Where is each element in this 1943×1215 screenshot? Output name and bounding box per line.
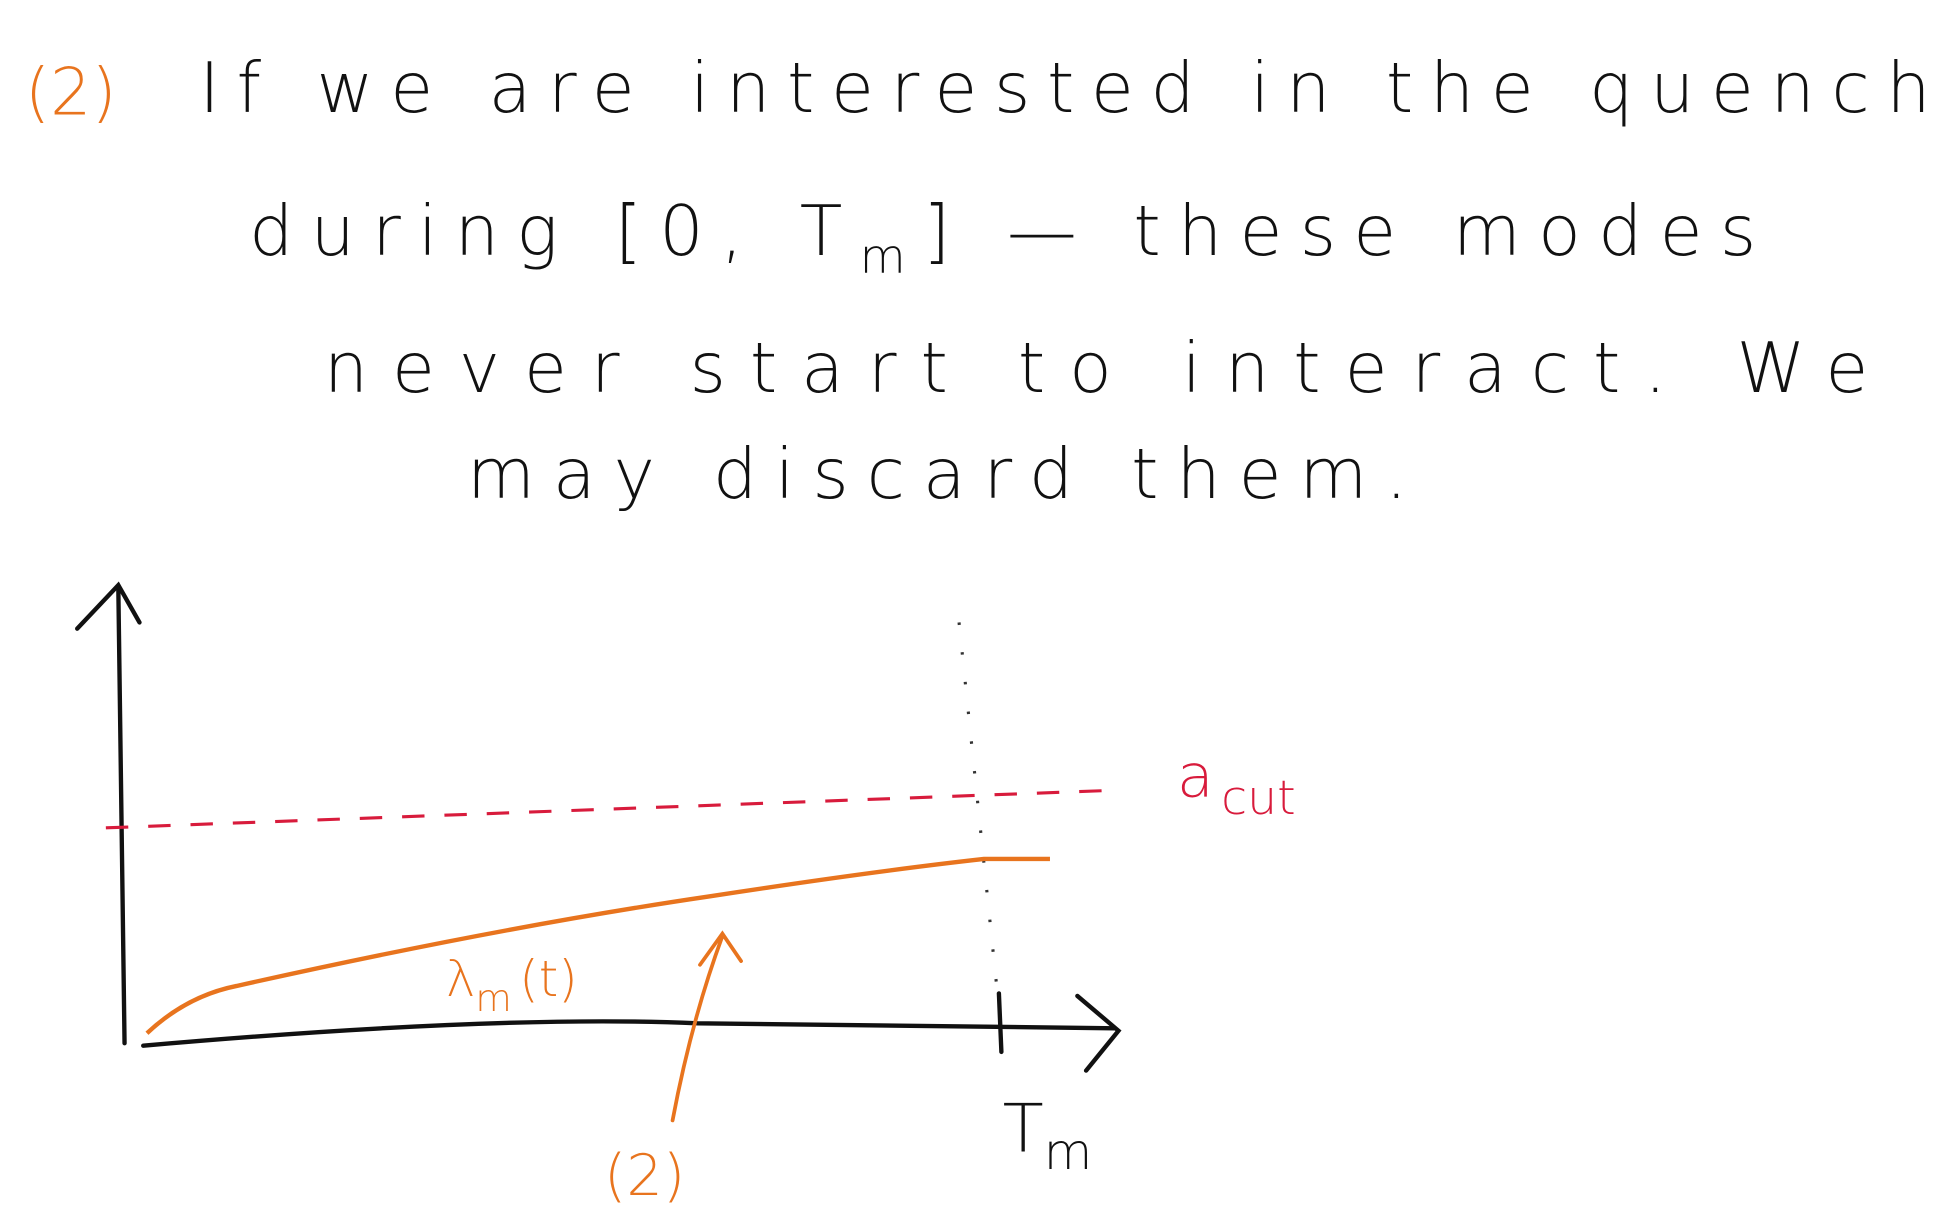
subscript: m bbox=[475, 976, 511, 1020]
label-main: a bbox=[1177, 743, 1214, 812]
note-line: may discard them. bbox=[467, 434, 1407, 515]
axes bbox=[75, 581, 1122, 1073]
threshold-label: a cut bbox=[1177, 743, 1296, 826]
lambda-curve bbox=[145, 856, 1050, 1035]
arrow-head bbox=[698, 930, 743, 967]
item-marker: (2) bbox=[25, 56, 117, 131]
pointer-arrow bbox=[670, 930, 743, 1123]
subscript: cut bbox=[1221, 771, 1296, 826]
time-tick bbox=[996, 991, 1004, 1055]
y-axis-arrowhead bbox=[75, 581, 142, 631]
x-axis bbox=[141, 1019, 1117, 1048]
time-label: Tm bbox=[1003, 1090, 1093, 1181]
y-axis bbox=[116, 585, 127, 1046]
label-main: (t) bbox=[519, 950, 577, 1008]
label-main: T bbox=[1003, 1090, 1044, 1168]
subscript: m bbox=[860, 230, 906, 285]
label-main: λ bbox=[446, 950, 475, 1008]
subscript: m bbox=[1044, 1123, 1093, 1181]
arrow-shaft bbox=[670, 934, 725, 1123]
note-line: If we are interested in the quench bbox=[199, 48, 1930, 129]
curve-label: λm (t) bbox=[446, 950, 578, 1020]
arrow-label: (2) bbox=[604, 1142, 685, 1209]
x-axis-arrowhead bbox=[1075, 993, 1122, 1073]
dotted-marker bbox=[957, 622, 998, 984]
